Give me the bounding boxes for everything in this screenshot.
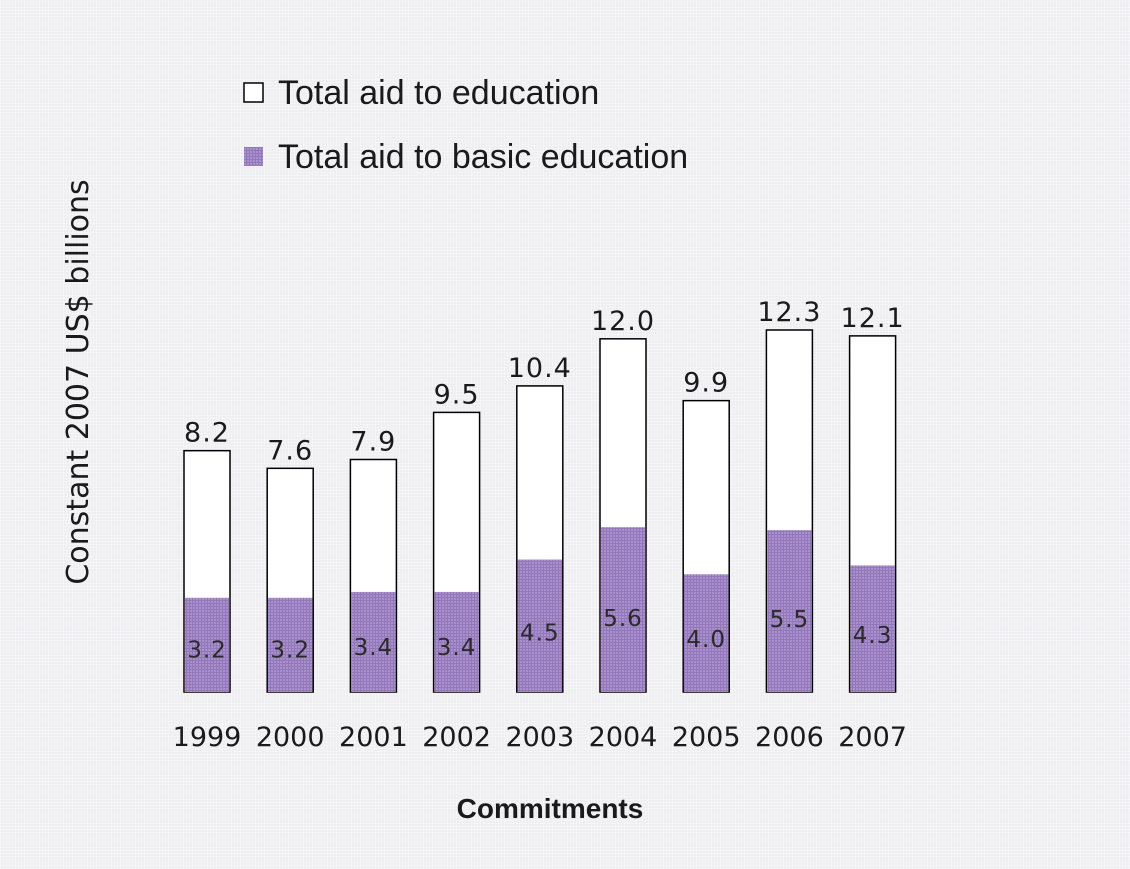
basic-value-label: 4.3 — [853, 623, 893, 649]
bar-basic-2000 — [267, 597, 313, 692]
basic-value-label: 5.6 — [603, 606, 643, 632]
bar-basic-2002 — [434, 591, 479, 692]
x-tick-label: 2002 — [422, 722, 491, 753]
bar-basic-1999 — [184, 597, 230, 692]
x-tick-label: 2005 — [672, 722, 741, 753]
basic-value-label: 3.2 — [187, 638, 227, 664]
total-value-label: 12.1 — [841, 303, 905, 334]
total-value-label: 12.3 — [757, 297, 821, 328]
total-value-label: 9.5 — [434, 379, 480, 410]
bar-basic-2006 — [767, 530, 812, 692]
legend-label-basic: Total aid to basic education — [278, 138, 688, 176]
legend-swatch-basic — [244, 147, 263, 166]
x-tick-label: 2007 — [838, 722, 907, 753]
x-tick-label: 2003 — [505, 722, 574, 753]
y-axis-label: Constant 2007 US$ billions — [61, 179, 96, 584]
basic-value-label: 3.2 — [270, 638, 310, 664]
total-value-label: 8.2 — [184, 418, 230, 449]
bar-basic-2005 — [683, 574, 729, 692]
legend-label-total: Total aid to education — [278, 74, 599, 112]
basic-value-label: 4.0 — [686, 627, 726, 653]
x-tick-label: 1999 — [173, 722, 242, 753]
x-tick-label: 2001 — [339, 722, 408, 753]
legend-swatch-total — [243, 82, 264, 103]
basic-value-label: 3.4 — [354, 635, 394, 661]
bars: 8.2 3.2 1999 7.6 3.2 2000 7.9 3.4 2001 9.5 3.4 2002… — [173, 297, 907, 753]
basic-value-label: 4.5 — [520, 620, 560, 646]
bar-basic-2004 — [600, 527, 646, 692]
basic-value-label: 5.5 — [770, 607, 810, 633]
total-value-label: 7.6 — [267, 435, 313, 466]
x-tick-label: 2006 — [755, 722, 824, 753]
bar-basic-2001 — [351, 591, 396, 692]
bar-basic-2003 — [517, 559, 563, 692]
total-value-label: 12.0 — [591, 306, 655, 337]
x-axis-title: Commitments — [457, 793, 644, 824]
x-tick-label: 2000 — [256, 722, 325, 753]
total-value-label: 9.9 — [683, 368, 729, 399]
bar-basic-2007 — [850, 565, 895, 692]
legend: Total aid to education Total aid to basi… — [243, 74, 688, 176]
x-tick-label: 2004 — [589, 722, 658, 753]
total-value-label: 10.4 — [508, 353, 572, 384]
total-value-label: 7.9 — [350, 426, 396, 457]
basic-value-label: 3.4 — [437, 635, 477, 661]
